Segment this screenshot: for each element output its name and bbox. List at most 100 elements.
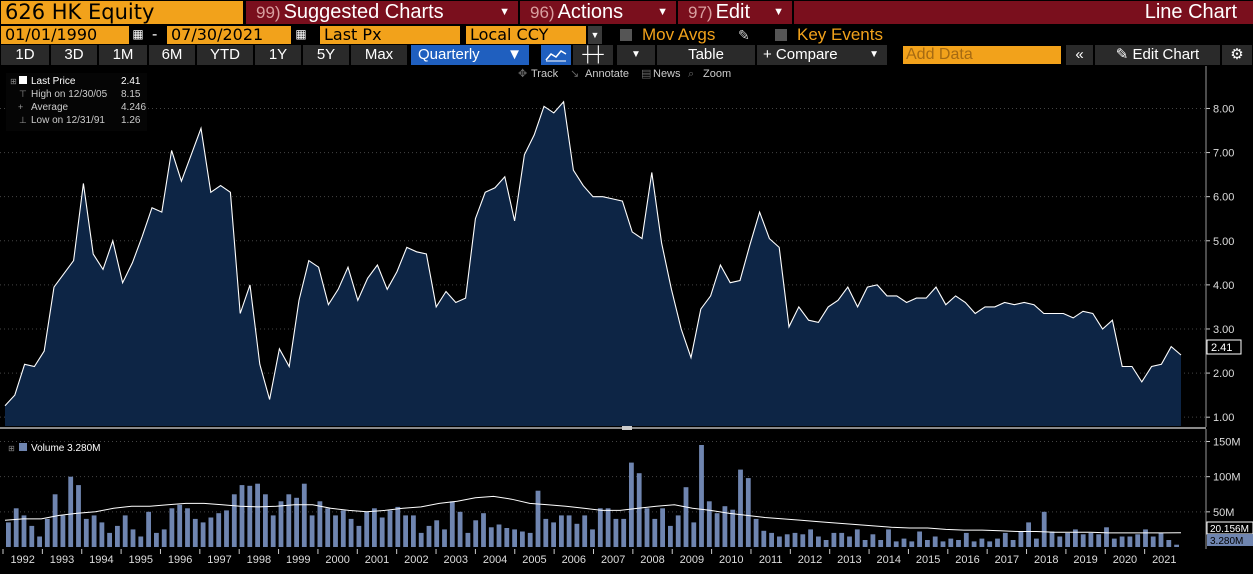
period-max-button[interactable]: Max xyxy=(351,45,407,65)
x-axis-tick-label: 2014 xyxy=(877,554,901,566)
volume-bar xyxy=(348,518,354,547)
volume-bar xyxy=(270,515,276,547)
legend-high-value: 8.15 xyxy=(121,89,141,100)
end-date-field[interactable]: 07/30/2021 xyxy=(167,26,291,44)
chevron-down-icon: ▼ xyxy=(869,49,879,60)
suggested-charts-button[interactable]: 99) Suggested Charts ▼ xyxy=(246,1,518,24)
volume-bar xyxy=(808,529,813,547)
calendar-icon[interactable]: ▦ xyxy=(132,27,144,41)
pencil-icon[interactable]: ✎ xyxy=(738,27,750,43)
volume-bar xyxy=(231,494,237,547)
add-data-input[interactable]: Add Data xyxy=(903,46,1061,64)
volume-bar xyxy=(138,536,144,547)
volume-bar xyxy=(800,534,806,547)
legend-average-label: Average xyxy=(31,102,69,113)
price-y-tick-label: 6.00 xyxy=(1213,192,1234,204)
volume-bar xyxy=(823,540,829,547)
volume-bar xyxy=(932,536,938,547)
legend-last-value: 2.41 xyxy=(121,76,141,87)
volume-bar xyxy=(83,518,89,547)
period-5y-button[interactable]: 5Y xyxy=(303,45,349,65)
track-icon: ✥ xyxy=(518,68,527,80)
volume-bar xyxy=(333,515,338,547)
zoom-tool[interactable]: Zoom xyxy=(703,68,731,80)
volume-bar xyxy=(629,462,634,547)
period-1y-button[interactable]: 1Y xyxy=(255,45,301,65)
volume-bar xyxy=(286,494,292,547)
volume-bar xyxy=(738,469,743,547)
legend-high-label: High on 12/30/05 xyxy=(31,89,108,100)
news-tool[interactable]: News xyxy=(653,68,681,80)
chart-type-title: Line Chart xyxy=(794,1,1253,24)
chevron-down-icon[interactable]: ▼ xyxy=(588,26,602,44)
volume-bar xyxy=(488,527,494,547)
volume-bar xyxy=(239,485,245,547)
actions-button[interactable]: 96) Actions ▼ xyxy=(520,1,676,24)
period-1d-button[interactable]: 1D xyxy=(1,45,49,65)
legend-expand-icon[interactable]: ⊞ xyxy=(10,77,17,86)
x-axis-tick-label: 2000 xyxy=(325,554,349,566)
volume-bar xyxy=(1018,531,1024,547)
mov-avgs-checkbox[interactable] xyxy=(620,29,632,41)
line-chart-icon[interactable] xyxy=(541,45,571,65)
volume-bar xyxy=(520,531,525,547)
x-axis-tick-label: 2019 xyxy=(1073,554,1097,566)
period-1m-button[interactable]: 1M xyxy=(99,45,147,65)
chevron-down-icon[interactable]: ▼ xyxy=(617,45,655,65)
volume-bar xyxy=(457,511,463,547)
track-tool[interactable]: Track xyxy=(531,68,559,80)
period-ytd-button[interactable]: YTD xyxy=(197,45,253,65)
chart-tools: ✥ Track ↘ Annotate ▤ News ⌕ Zoom xyxy=(518,68,731,80)
legend-expand-icon[interactable]: ⊞ xyxy=(8,444,15,453)
volume-bar xyxy=(122,515,128,547)
volume-legend-label: Volume 3.280M xyxy=(31,443,101,454)
collapse-icon[interactable]: « xyxy=(1066,45,1093,65)
security-ticker[interactable]: 626 HK Equity xyxy=(1,1,243,24)
volume-bar xyxy=(1127,536,1133,547)
edit-chart-label: Edit Chart xyxy=(1132,46,1200,63)
field-selector[interactable]: Last Px xyxy=(320,26,460,44)
currency-selector[interactable]: Local CCY xyxy=(466,26,586,44)
volume-bar xyxy=(893,541,899,547)
volume-bar xyxy=(115,525,120,547)
legend-swatch-icon xyxy=(19,76,27,84)
volume-bar xyxy=(247,485,253,547)
edit-button[interactable]: 97) Edit ▼ xyxy=(678,1,792,24)
x-axis-tick-label: 2012 xyxy=(798,554,822,566)
x-axis-tick-label: 2001 xyxy=(365,554,389,566)
volume-legend: ⊞ Volume 3.280M xyxy=(8,443,101,454)
volume-bar xyxy=(426,525,432,547)
volume-bar xyxy=(551,522,556,547)
start-date-field[interactable]: 01/01/1990 xyxy=(1,26,129,44)
period-6m-button[interactable]: 6M xyxy=(149,45,195,65)
frequency-selector[interactable]: Quarterly ▼ xyxy=(411,45,529,65)
actions-num: 96) xyxy=(530,3,555,22)
edit-chart-button[interactable]: ✎ Edit Chart xyxy=(1095,45,1220,65)
table-button[interactable]: Table xyxy=(657,45,755,65)
volume-bar xyxy=(60,515,66,547)
volume-bar xyxy=(644,508,650,547)
compare-button[interactable]: + Compare ▼ xyxy=(757,45,887,65)
volume-bar xyxy=(753,518,759,547)
period-3d-button[interactable]: 3D xyxy=(51,45,97,65)
volume-bar xyxy=(535,490,541,547)
suggested-charts-num: 99) xyxy=(256,3,281,22)
last-price-marker xyxy=(1206,339,1242,355)
annotate-tool[interactable]: Annotate xyxy=(585,68,629,80)
volume-bar xyxy=(862,540,868,547)
bar-style-icon[interactable]: ┼┼ xyxy=(573,45,613,65)
volume-bar xyxy=(504,528,510,547)
pane-divider-handle[interactable] xyxy=(622,426,632,430)
key-events-label[interactable]: Key Events xyxy=(797,25,883,44)
volume-bar xyxy=(706,501,712,547)
volume-bar xyxy=(1166,540,1172,547)
calendar-icon[interactable]: ▦ xyxy=(295,27,307,41)
volume-bar xyxy=(956,540,961,547)
gear-icon[interactable]: ⚙ xyxy=(1222,45,1252,65)
x-axis-tick-label: 2013 xyxy=(837,554,861,566)
volume-bar xyxy=(722,506,728,547)
volume-bar xyxy=(512,529,517,547)
key-events-checkbox[interactable] xyxy=(775,29,787,41)
volume-bar xyxy=(21,515,27,547)
mov-avgs-label[interactable]: Mov Avgs xyxy=(642,25,716,44)
